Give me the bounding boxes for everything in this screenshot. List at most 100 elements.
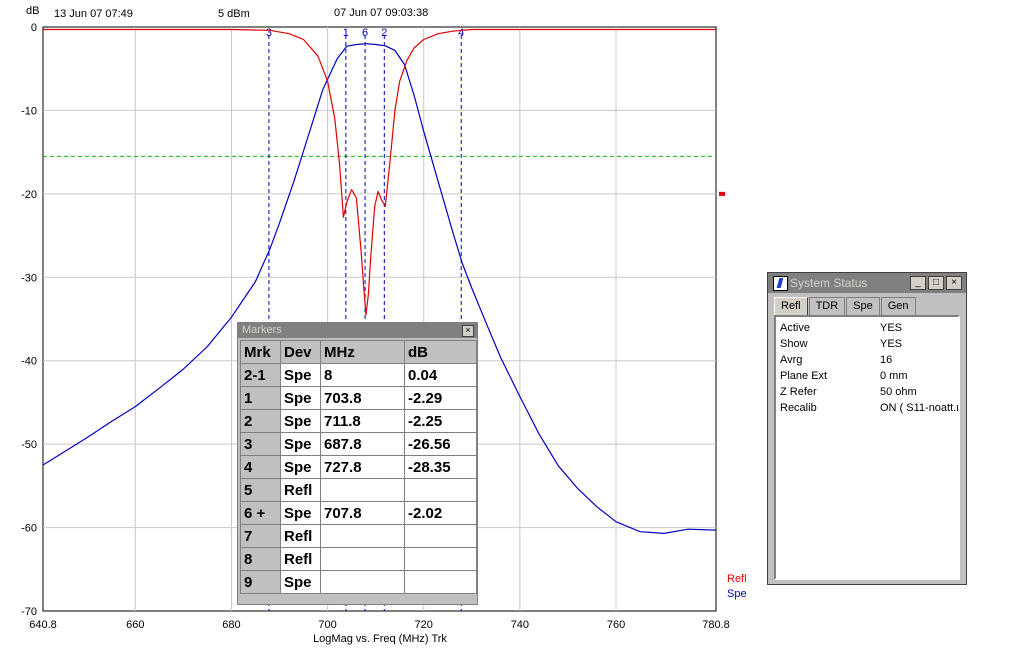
marker-id: 9: [240, 570, 281, 594]
marker-db: -26.56: [404, 432, 477, 456]
marker-dev: Spe: [280, 570, 321, 594]
marker-row[interactable]: 6 + Spe 707.8 -2.02: [240, 501, 477, 525]
marker-row[interactable]: 8 Refl: [240, 547, 477, 571]
close-icon[interactable]: ×: [946, 276, 962, 290]
tab-tdr[interactable]: TDR: [808, 297, 846, 315]
status-row: Z Refer 50 ohm: [776, 384, 958, 400]
maximize-icon[interactable]: □: [928, 276, 944, 290]
marker-db: -28.35: [404, 455, 477, 479]
marker-id: 6 +: [240, 501, 281, 525]
timestamp: 07 Jun 07 09:03:38: [334, 7, 428, 19]
marker-row[interactable]: 9 Spe: [240, 570, 477, 594]
status-tabs: Refl TDR Spe Gen: [774, 297, 917, 315]
marker-mhz: 687.8: [320, 432, 405, 456]
marker-id: 1: [240, 386, 281, 410]
system-status-window[interactable]: System Status _ □ × Refl TDR Spe Gen Act…: [767, 272, 967, 585]
series-line-refl: [43, 28, 716, 316]
marker-mhz: 707.8: [320, 501, 405, 525]
status-row: Show YES: [776, 336, 958, 352]
marker-mhz: 8: [320, 363, 405, 387]
status-value: ON ( S11-noatt.r: [880, 402, 960, 414]
marker-dev: Spe: [280, 455, 321, 479]
tab-gen[interactable]: Gen: [880, 297, 916, 315]
marker-row[interactable]: 2-1 Spe 8 0.04: [240, 363, 477, 387]
marker-db: [404, 570, 477, 594]
marker-mhz: 727.8: [320, 455, 405, 479]
status-key: Active: [780, 322, 810, 334]
x-tick-label: 760: [607, 619, 625, 631]
marker-row[interactable]: 5 Refl: [240, 478, 477, 502]
status-value: 16: [880, 354, 893, 366]
app-logo-icon: [773, 276, 788, 291]
status-key: Recalib: [780, 402, 817, 414]
status-value: 0 mm: [880, 370, 908, 382]
y-tick-label: -30: [21, 272, 37, 284]
x-axis-label: LogMag vs. Freq (MHz) Trk: [313, 633, 447, 645]
marker-db: -2.25: [404, 409, 477, 433]
legend-spe: Spe: [727, 588, 747, 600]
x-tick-label: 660: [126, 619, 144, 631]
marker-label: 4: [458, 27, 464, 39]
status-value: YES: [880, 322, 903, 334]
ref-level-marker: [719, 191, 725, 196]
marker-mhz: [320, 570, 405, 594]
marker-label: 6: [362, 27, 368, 39]
marker-id: 3: [240, 432, 281, 456]
marker-db: 0.04: [404, 363, 477, 387]
system-status-title-bar[interactable]: System Status _ □ ×: [768, 273, 966, 293]
axis-ticks: 640.8 660 680 700 720 740 760 780.8 0 -10 -20 -30 -4…: [21, 22, 730, 631]
marker-row[interactable]: 3 Spe 687.8 -26.56: [240, 432, 477, 456]
y-tick-label: -10: [21, 105, 37, 117]
header-mrk: Mrk: [240, 340, 281, 364]
close-icon[interactable]: ×: [462, 325, 474, 337]
marker-id: 2: [240, 409, 281, 433]
power-level: 5 dBm: [218, 8, 250, 20]
series-lines: [42, 28, 717, 535]
marker-id: 2-1: [240, 363, 281, 387]
series-line-spe: [42, 43, 717, 535]
header-mhz: MHz: [320, 340, 405, 364]
marker-dev: Refl: [280, 478, 321, 502]
markers-table-body: Mrk Dev MHz dB 2-1 Spe 8 0.04 1 Spe 703.8 -2.29…: [240, 340, 477, 594]
status-key: Z Refer: [780, 386, 817, 398]
status-key: Avrg: [780, 354, 803, 366]
x-tick-label: 680: [222, 619, 240, 631]
marker-id: 5: [240, 478, 281, 502]
header-dev: Dev: [280, 340, 321, 364]
status-row: Plane Ext 0 mm: [776, 368, 958, 384]
marker-label: 1: [343, 27, 349, 39]
marker-dev: Refl: [280, 524, 321, 548]
status-value: YES: [880, 338, 903, 350]
marker-dev: Spe: [280, 363, 321, 387]
markers-window[interactable]: Markers × Mrk Dev MHz dB 2-1 Spe 8 0.04 1 Spe…: [237, 322, 478, 605]
marker-mhz: [320, 524, 405, 548]
y-tick-label: -20: [21, 189, 37, 201]
marker-mhz: 703.8: [320, 386, 405, 410]
x-tick-label: 780.8: [702, 619, 730, 631]
marker-row[interactable]: 7 Refl: [240, 524, 477, 548]
markers-title-bar[interactable]: Markers ×: [238, 323, 477, 338]
markers-table: Mrk Dev MHz dB 2-1 Spe 8 0.04 1 Spe 703.8 -2.29…: [240, 340, 477, 594]
status-row: Avrg 16: [776, 352, 958, 368]
marker-label: 3: [266, 27, 272, 39]
marker-dev: Spe: [280, 409, 321, 433]
y-tick-label: -60: [21, 523, 37, 535]
marker-dev: Refl: [280, 547, 321, 571]
x-tick-label: 700: [318, 619, 336, 631]
tab-refl[interactable]: Refl: [774, 297, 808, 315]
x-tick-label: 720: [415, 619, 433, 631]
status-row: Active YES: [776, 320, 958, 336]
marker-label: 2: [381, 27, 387, 39]
system-status-title: System Status: [790, 276, 868, 290]
marker-row[interactable]: 1 Spe 703.8 -2.29: [240, 386, 477, 410]
minimize-icon[interactable]: _: [910, 276, 926, 290]
legend-refl: Refl: [727, 573, 747, 585]
header-db: dB: [404, 340, 477, 364]
marker-row[interactable]: 2 Spe 711.8 -2.25: [240, 409, 477, 433]
marker-row[interactable]: 4 Spe 727.8 -28.35: [240, 455, 477, 479]
y-tick-label: 0: [31, 22, 37, 34]
marker-id: 7: [240, 524, 281, 548]
marker-db: -2.02: [404, 501, 477, 525]
tab-spe[interactable]: Spe: [846, 297, 880, 315]
markers-title: Markers: [242, 324, 282, 336]
